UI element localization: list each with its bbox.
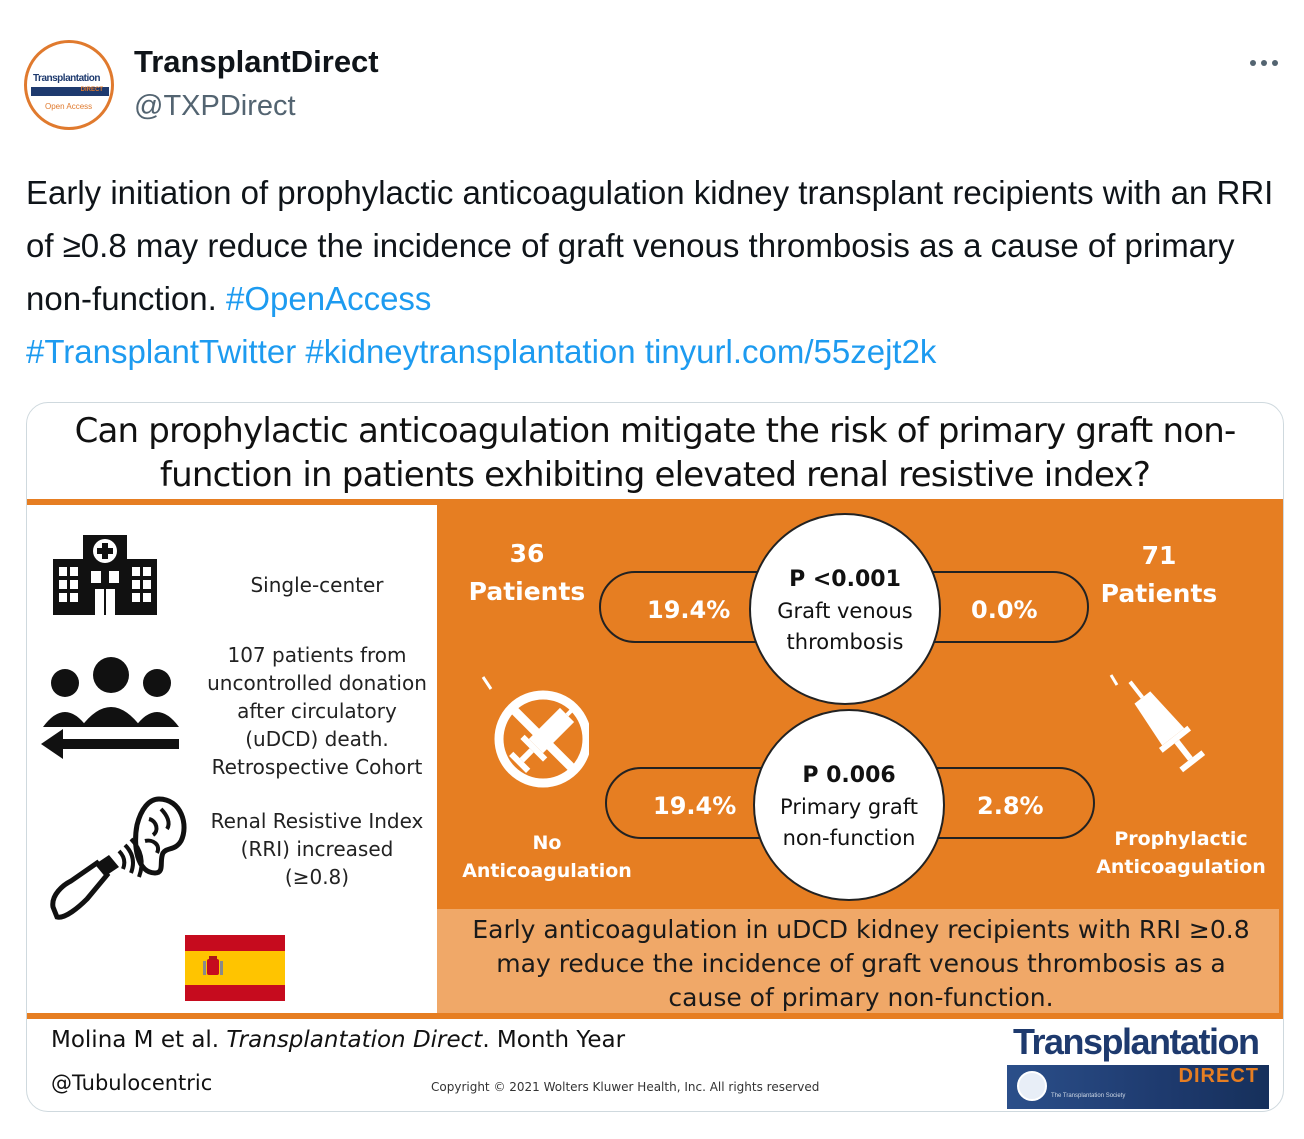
left-group-label-line: No <box>532 832 562 854</box>
study-design-panel: Single-center 107 patients from uncontro… <box>27 505 437 1013</box>
abstract-title-line1: Can prophylactic anticoagulation mitigat… <box>74 411 1237 451</box>
ultrasound-kidney-icon <box>50 796 187 920</box>
right-group-unit: Patients <box>1100 579 1218 608</box>
right-group-label: Prophylactic Anticoagulation <box>1087 825 1275 881</box>
avatar-band-text: DIRECT <box>80 87 103 93</box>
abstract-title-line2: function in patients exhibiting elevated… <box>159 455 1151 495</box>
left-group-label-line: Anticoagulation <box>462 860 632 882</box>
logo-name: Transplantation <box>1013 1021 1260 1062</box>
fact-cohort-line: (uDCD) death. <box>245 727 389 751</box>
outcome-right-value: 0.0% <box>971 596 1038 624</box>
conclusion-line: may reduce the incidence of graft venous… <box>496 949 1226 978</box>
hashtag-openaccess[interactable]: #OpenAccess <box>225 280 432 317</box>
fact-single-center: Single-center <box>250 573 384 597</box>
outcome-label: Primary graft non-function <box>755 792 943 854</box>
outcome-label-line: thrombosis <box>786 630 904 654</box>
results-panel: 36 Patients 71 Patients 19.4% 0.0% P <0.… <box>437 505 1283 909</box>
dot <box>1272 60 1278 66</box>
outcome-left-value: 19.4% <box>653 792 737 820</box>
outcome-right-value: 2.8% <box>977 792 1044 820</box>
tweet-text: Early initiation of prophylactic anticoa… <box>26 166 1276 378</box>
outcome-p-value: P 0.006 <box>802 763 896 788</box>
fact-rri-line: Renal Resistive Index <box>210 809 424 833</box>
right-group-label-line: Anticoagulation <box>1096 856 1266 878</box>
people-icon <box>41 657 179 759</box>
citation-authors: Molina M et al. <box>51 1027 227 1053</box>
outcome-p-value: P <0.001 <box>789 567 901 592</box>
journal-logo: Transplantation DIRECT The Transplantati… <box>1007 1021 1275 1109</box>
no-syringe-icon <box>481 676 589 788</box>
panel-border <box>1279 505 1283 1013</box>
avatar-band: DIRECT <box>31 87 109 96</box>
footer-divider <box>27 1013 1283 1019</box>
user-handle[interactable]: @TXPDirect <box>134 90 296 122</box>
fact-rri: Renal Resistive Index (RRI) increased (≥… <box>207 807 427 891</box>
citation: Molina M et al. Transplantation Direct. … <box>51 1027 625 1053</box>
outcome-label-line: Primary graft <box>780 795 918 819</box>
conclusion-line: Early anticoagulation in uDCD kidney rec… <box>472 915 1250 944</box>
fact-cohort-line: Retrospective Cohort <box>211 755 423 779</box>
display-name[interactable]: TransplantDirect <box>134 44 379 79</box>
outcome-label: Graft venous thrombosis <box>751 596 939 658</box>
title-divider <box>27 499 1283 505</box>
dot <box>1250 60 1256 66</box>
tweet-header: Transplantation DIRECT Open Access Trans… <box>24 38 1284 130</box>
left-group-unit: Patients <box>468 577 586 606</box>
avatar[interactable]: Transplantation DIRECT Open Access <box>24 40 114 130</box>
citation-date: . Month Year <box>482 1027 626 1053</box>
copyright-text: Copyright © 2021 Wolters Kluwer Health, … <box>431 1080 820 1094</box>
outcome-label-line: Graft venous <box>777 599 913 623</box>
fact-rri-line: (RRI) increased (≥0.8) <box>240 837 394 889</box>
right-group-count: 71 <box>1141 541 1177 570</box>
left-group-count: 36 <box>509 539 545 568</box>
logo-direct: DIRECT <box>1178 1065 1259 1087</box>
conclusion-text: Early anticoagulation in uDCD kidney rec… <box>437 913 1283 1015</box>
conclusion-line: cause of primary non-function. <box>668 983 1054 1012</box>
outcome-left-value: 19.4% <box>647 596 731 624</box>
abstract-title: Can prophylactic anticoagulation mitigat… <box>27 409 1283 497</box>
hashtag-kidneytransplantation[interactable]: #kidneytransplantation <box>305 333 636 370</box>
citation-journal: Transplantation Direct <box>226 1027 483 1053</box>
fact-cohort-line: after circulatory <box>237 699 397 723</box>
spain-flag-icon <box>185 935 285 1001</box>
tweet-body: Early initiation of prophylactic anticoa… <box>26 174 1274 317</box>
avatar-brand-text: Transplantation <box>33 73 100 84</box>
dot <box>1261 60 1267 66</box>
outcome-circle: P 0.006 Primary graft non-function <box>753 709 945 901</box>
fact-cohort-line: uncontrolled donation <box>207 671 427 695</box>
logo-society: The Transplantation Society <box>1051 1093 1126 1099</box>
outcome-label-line: non-function <box>782 826 916 850</box>
logo-band: DIRECT The Transplantation Society <box>1007 1065 1269 1109</box>
fact-cohort: 107 patients from uncontrolled donation … <box>207 641 427 781</box>
avatar-open-access: Open Access <box>45 102 93 111</box>
society-seal-icon <box>1017 1071 1047 1101</box>
tweet-link[interactable]: tinyurl.com/55zejt2k <box>644 333 937 370</box>
more-options-icon[interactable] <box>1244 48 1284 78</box>
right-group-label-line: Prophylactic <box>1114 828 1248 850</box>
author-handle: @Tubulocentric <box>51 1071 213 1095</box>
tweet-image[interactable]: Can prophylactic anticoagulation mitigat… <box>26 402 1284 1112</box>
hashtag-transplanttwitter[interactable]: #TransplantTwitter <box>26 333 297 370</box>
fact-cohort-line: 107 patients from <box>227 643 407 667</box>
hospital-icon <box>53 535 157 615</box>
outcome-circle: P <0.001 Graft venous thrombosis <box>749 513 941 705</box>
conclusion-box: Early anticoagulation in uDCD kidney rec… <box>437 909 1283 1015</box>
syringe-icon <box>1109 674 1206 773</box>
left-group-label: No Anticoagulation <box>457 829 637 885</box>
